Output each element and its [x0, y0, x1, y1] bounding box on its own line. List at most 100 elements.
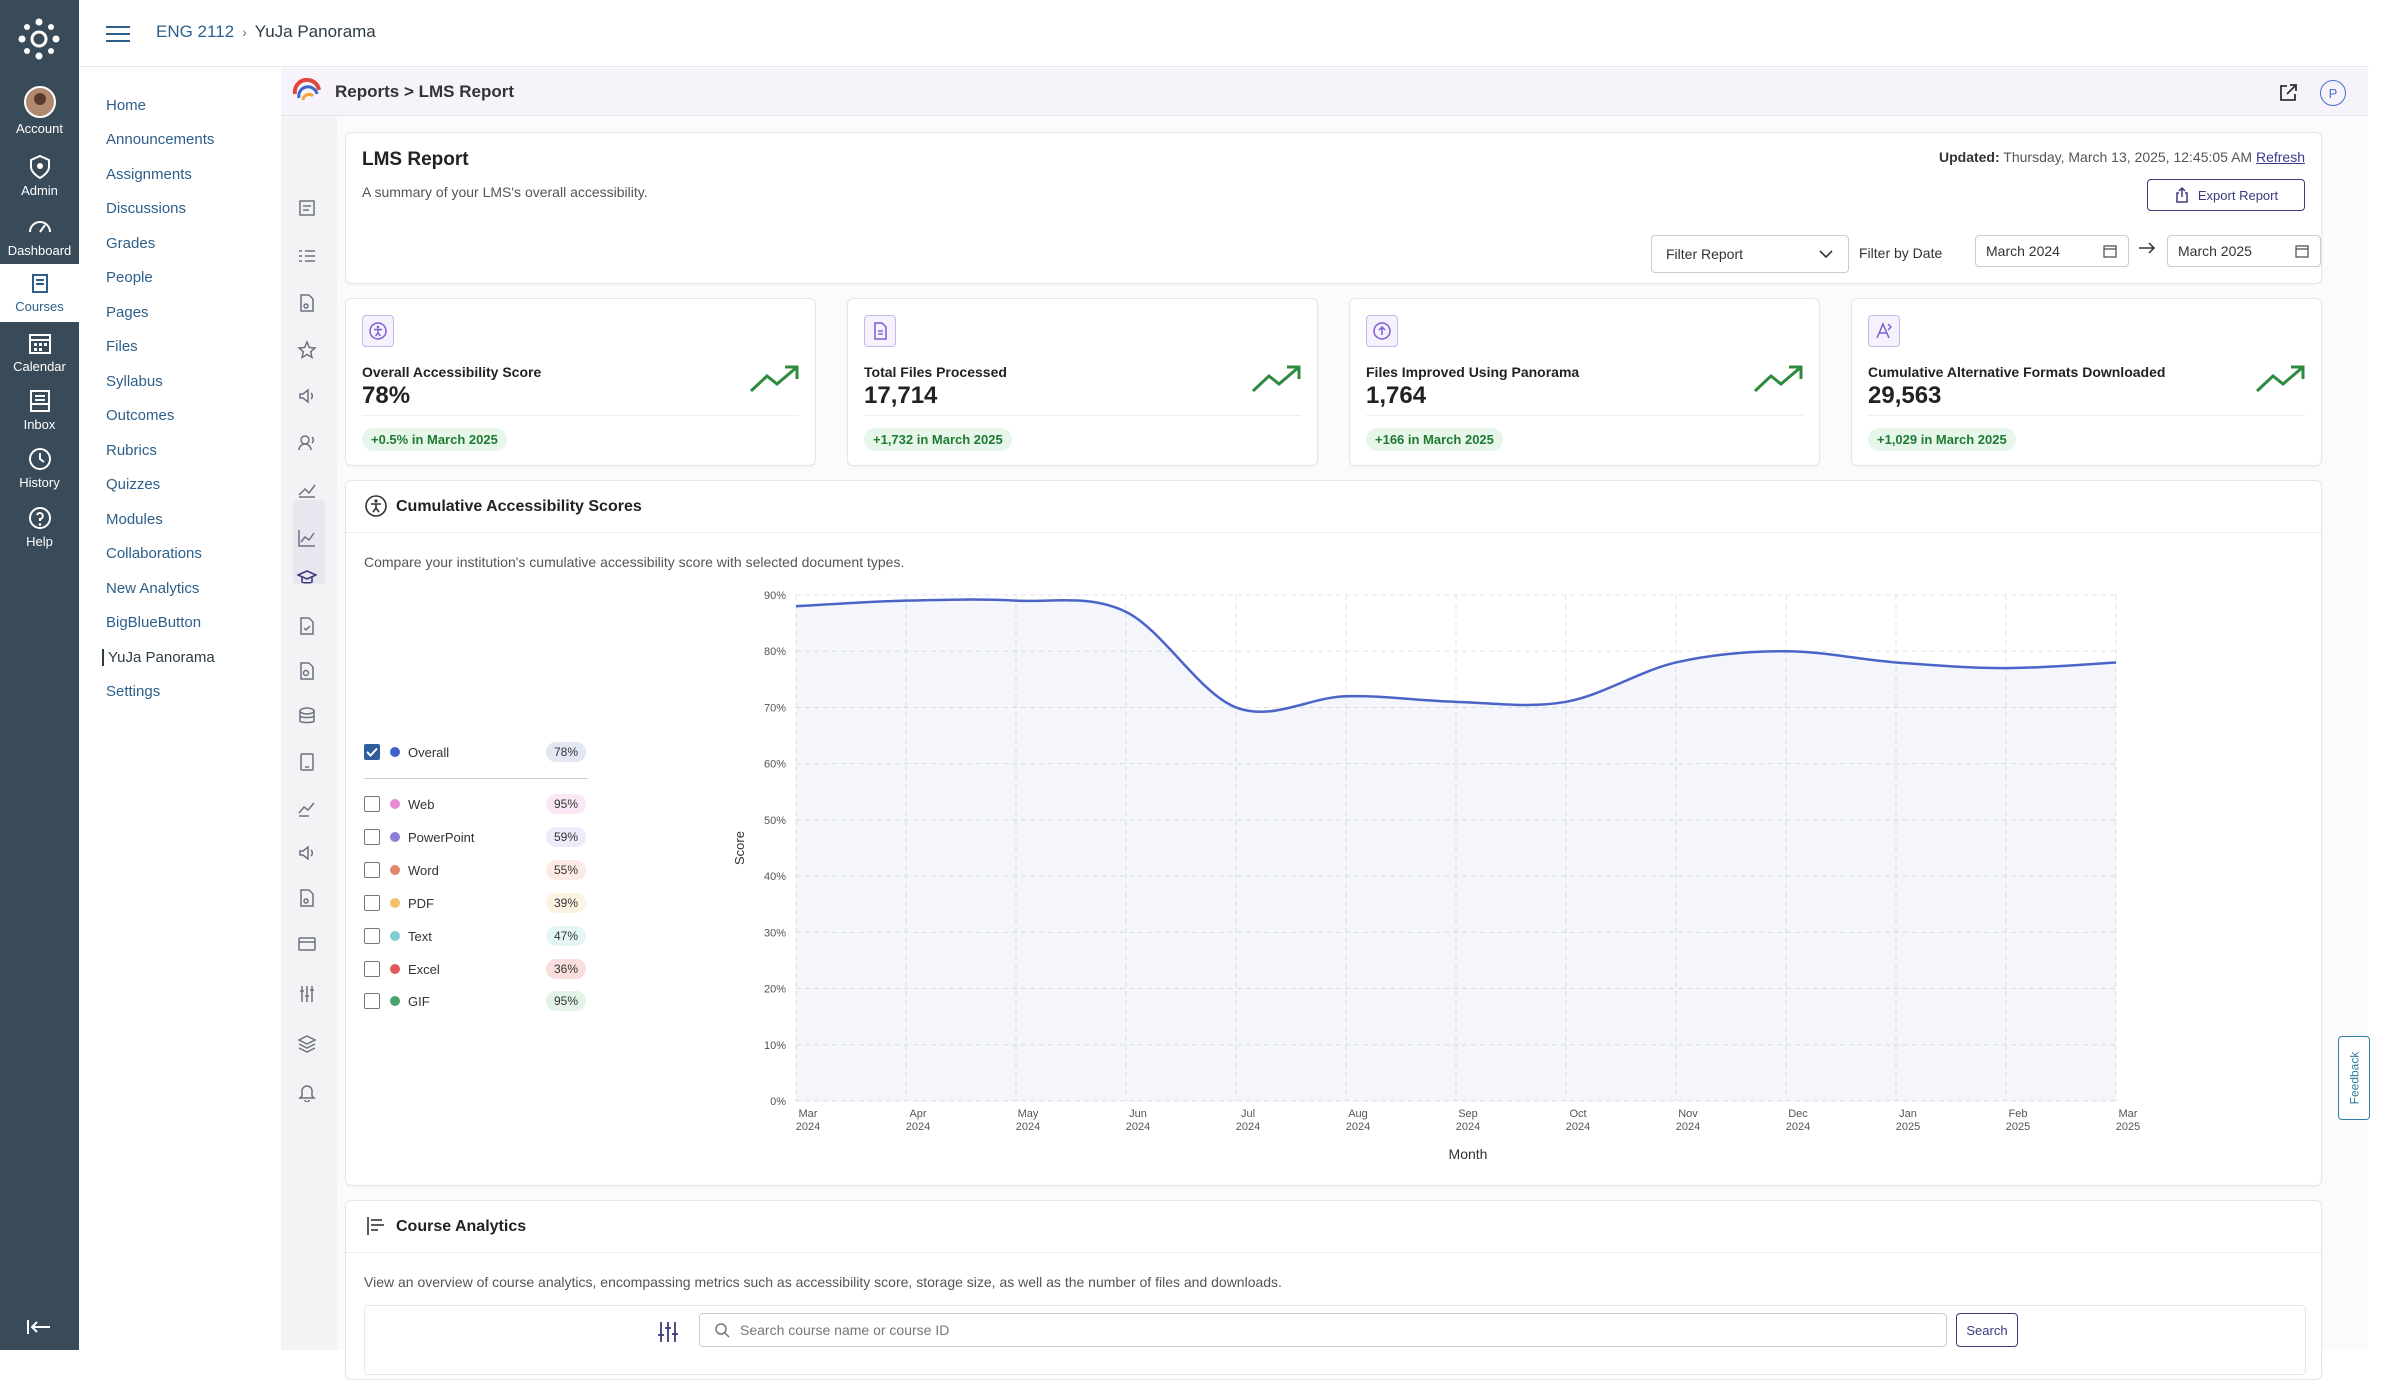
export-report-button[interactable]: Export Report — [2147, 179, 2305, 211]
legend-item-gif[interactable]: GIF 95% — [364, 991, 586, 1011]
legend-label: Excel — [408, 961, 440, 977]
section-description: Compare your institution's cumulative ac… — [364, 554, 905, 570]
graduation-cap-icon[interactable] — [297, 568, 317, 588]
course-nav-settings[interactable]: Settings — [106, 683, 161, 700]
course-nav-yuja-panorama[interactable]: YuJa Panorama — [102, 649, 215, 666]
alt-format-icon — [1868, 315, 1900, 347]
y-axis-title: Score — [732, 831, 747, 865]
global-nav-calendar[interactable]: Calendar — [0, 330, 79, 374]
filter-report-select[interactable]: Filter Report — [1651, 235, 1849, 273]
checklist-icon[interactable] — [297, 246, 317, 266]
course-nav-collaborations[interactable]: Collaborations — [106, 545, 202, 562]
course-nav-assignments[interactable]: Assignments — [106, 166, 192, 183]
search-button[interactable]: Search — [1956, 1313, 2018, 1347]
course-nav-home[interactable]: Home — [106, 97, 147, 114]
course-nav-quizzes[interactable]: Quizzes — [106, 476, 161, 493]
filter-sliders-icon[interactable] — [656, 1321, 680, 1343]
file-search-icon[interactable] — [297, 661, 317, 681]
course-nav-pages[interactable]: Pages — [106, 304, 149, 321]
speaker-icon[interactable] — [297, 386, 317, 406]
file-music-icon[interactable] — [297, 888, 317, 908]
page-title: LMS Report — [362, 149, 469, 170]
global-nav-dashboard[interactable]: Dashboard — [0, 214, 79, 258]
layers-icon[interactable] — [297, 1034, 317, 1054]
global-nav-inbox[interactable]: Inbox — [0, 388, 79, 432]
global-nav-help[interactable]: Help — [0, 505, 79, 549]
legend-checkbox[interactable] — [364, 895, 380, 911]
canvas-logo-icon[interactable] — [18, 18, 60, 60]
signature-icon[interactable] — [297, 479, 317, 499]
breadcrumb-course-link[interactable]: ENG 2112 — [156, 22, 235, 41]
date-to-input[interactable]: March 2025 — [2167, 235, 2321, 267]
signature-pen-icon[interactable] — [297, 798, 317, 818]
speech-user-icon[interactable] — [297, 432, 317, 452]
file-audio-icon[interactable] — [297, 293, 317, 313]
card-icon[interactable] — [297, 934, 317, 954]
profile-avatar[interactable]: P — [2320, 80, 2346, 106]
breadcrumb-separator-icon: › — [242, 24, 247, 40]
line-chart-icon[interactable] — [297, 528, 317, 548]
collapse-nav-icon[interactable] — [26, 1318, 52, 1336]
report-main: LMS Report A summary of your LMS's overa… — [337, 116, 2368, 1380]
open-external-icon[interactable] — [2278, 83, 2298, 103]
legend-checkbox[interactable] — [364, 862, 380, 878]
kpi-label: Cumulative Alternative Formats Downloade… — [1868, 364, 2166, 380]
global-nav-history[interactable]: History — [0, 446, 79, 490]
feedback-tab[interactable]: Feedback — [2338, 1036, 2370, 1120]
legend-label: Web — [408, 796, 435, 812]
course-nav-files[interactable]: Files — [106, 338, 138, 355]
legend-checkbox[interactable] — [364, 744, 380, 760]
upload-circle-icon — [1366, 315, 1398, 347]
sliders-icon[interactable] — [297, 984, 317, 1004]
legend-item-excel[interactable]: Excel 36% — [364, 959, 586, 979]
global-nav-admin[interactable]: Admin — [0, 154, 79, 198]
course-nav-new-analytics[interactable]: New Analytics — [106, 580, 200, 597]
calendar-icon — [2102, 243, 2118, 259]
course-nav-outcomes[interactable]: Outcomes — [106, 407, 175, 424]
document-icon[interactable] — [297, 198, 317, 218]
legend-divider — [364, 778, 588, 779]
kpi-card-files-processed: Total Files Processed 17,714 +1,732 in M… — [847, 298, 1318, 466]
course-nav-bigbluebutton[interactable]: BigBlueButton — [106, 614, 202, 631]
bell-icon[interactable] — [297, 1082, 317, 1102]
kpi-label: Total Files Processed — [864, 364, 1007, 380]
x-tick-label: Jul 2024 — [1236, 1108, 1260, 1133]
legend-item-pdf[interactable]: PDF 39% — [364, 893, 586, 913]
legend-checkbox[interactable] — [364, 961, 380, 977]
star-icon[interactable] — [297, 340, 317, 360]
database-icon[interactable] — [297, 706, 317, 726]
volume-icon[interactable] — [297, 843, 317, 863]
course-nav-modules[interactable]: Modules — [106, 511, 163, 528]
series-area-overall — [796, 599, 2116, 1101]
legend-value-badge: 95% — [545, 991, 586, 1011]
refresh-link[interactable]: Refresh — [2255, 149, 2305, 165]
date-from-input[interactable]: March 2024 — [1975, 235, 2129, 267]
legend-item-text[interactable]: Text 47% — [364, 926, 586, 946]
global-nav-account[interactable]: Account — [0, 86, 79, 136]
legend-item-web[interactable]: Web 95% — [364, 794, 586, 814]
course-search-input[interactable]: Search course name or course ID — [699, 1313, 1947, 1347]
y-tick-label: 70% — [764, 702, 786, 714]
legend-item-word[interactable]: Word 55% — [364, 860, 586, 880]
hamburger-menu-icon[interactable] — [106, 25, 130, 43]
course-nav-rubrics[interactable]: Rubrics — [106, 442, 157, 459]
course-nav-announcements[interactable]: Announcements — [106, 131, 215, 148]
course-nav-discussions[interactable]: Discussions — [106, 200, 187, 217]
x-tick-label: Oct 2024 — [1566, 1108, 1590, 1133]
file-check-icon[interactable] — [297, 616, 317, 636]
legend-value-badge: 39% — [545, 893, 586, 913]
legend-item-powerpoint[interactable]: PowerPoint 59% — [364, 827, 586, 847]
legend-checkbox[interactable] — [364, 928, 380, 944]
legend-checkbox[interactable] — [364, 829, 380, 845]
global-nav-courses[interactable]: Courses — [0, 264, 79, 322]
course-nav-syllabus[interactable]: Syllabus — [106, 373, 163, 390]
y-tick-label: 90% — [764, 590, 786, 602]
legend-checkbox[interactable] — [364, 796, 380, 812]
global-nav: Account Admin Dashboard Courses Calendar… — [0, 0, 79, 1350]
course-nav-people[interactable]: People — [106, 269, 153, 286]
filter-by-date-label: Filter by Date — [1859, 245, 1943, 261]
legend-checkbox[interactable] — [364, 993, 380, 1009]
tablet-icon[interactable] — [297, 752, 317, 772]
legend-item-overall[interactable]: Overall 78% — [364, 742, 586, 762]
course-nav-grades[interactable]: Grades — [106, 235, 156, 252]
